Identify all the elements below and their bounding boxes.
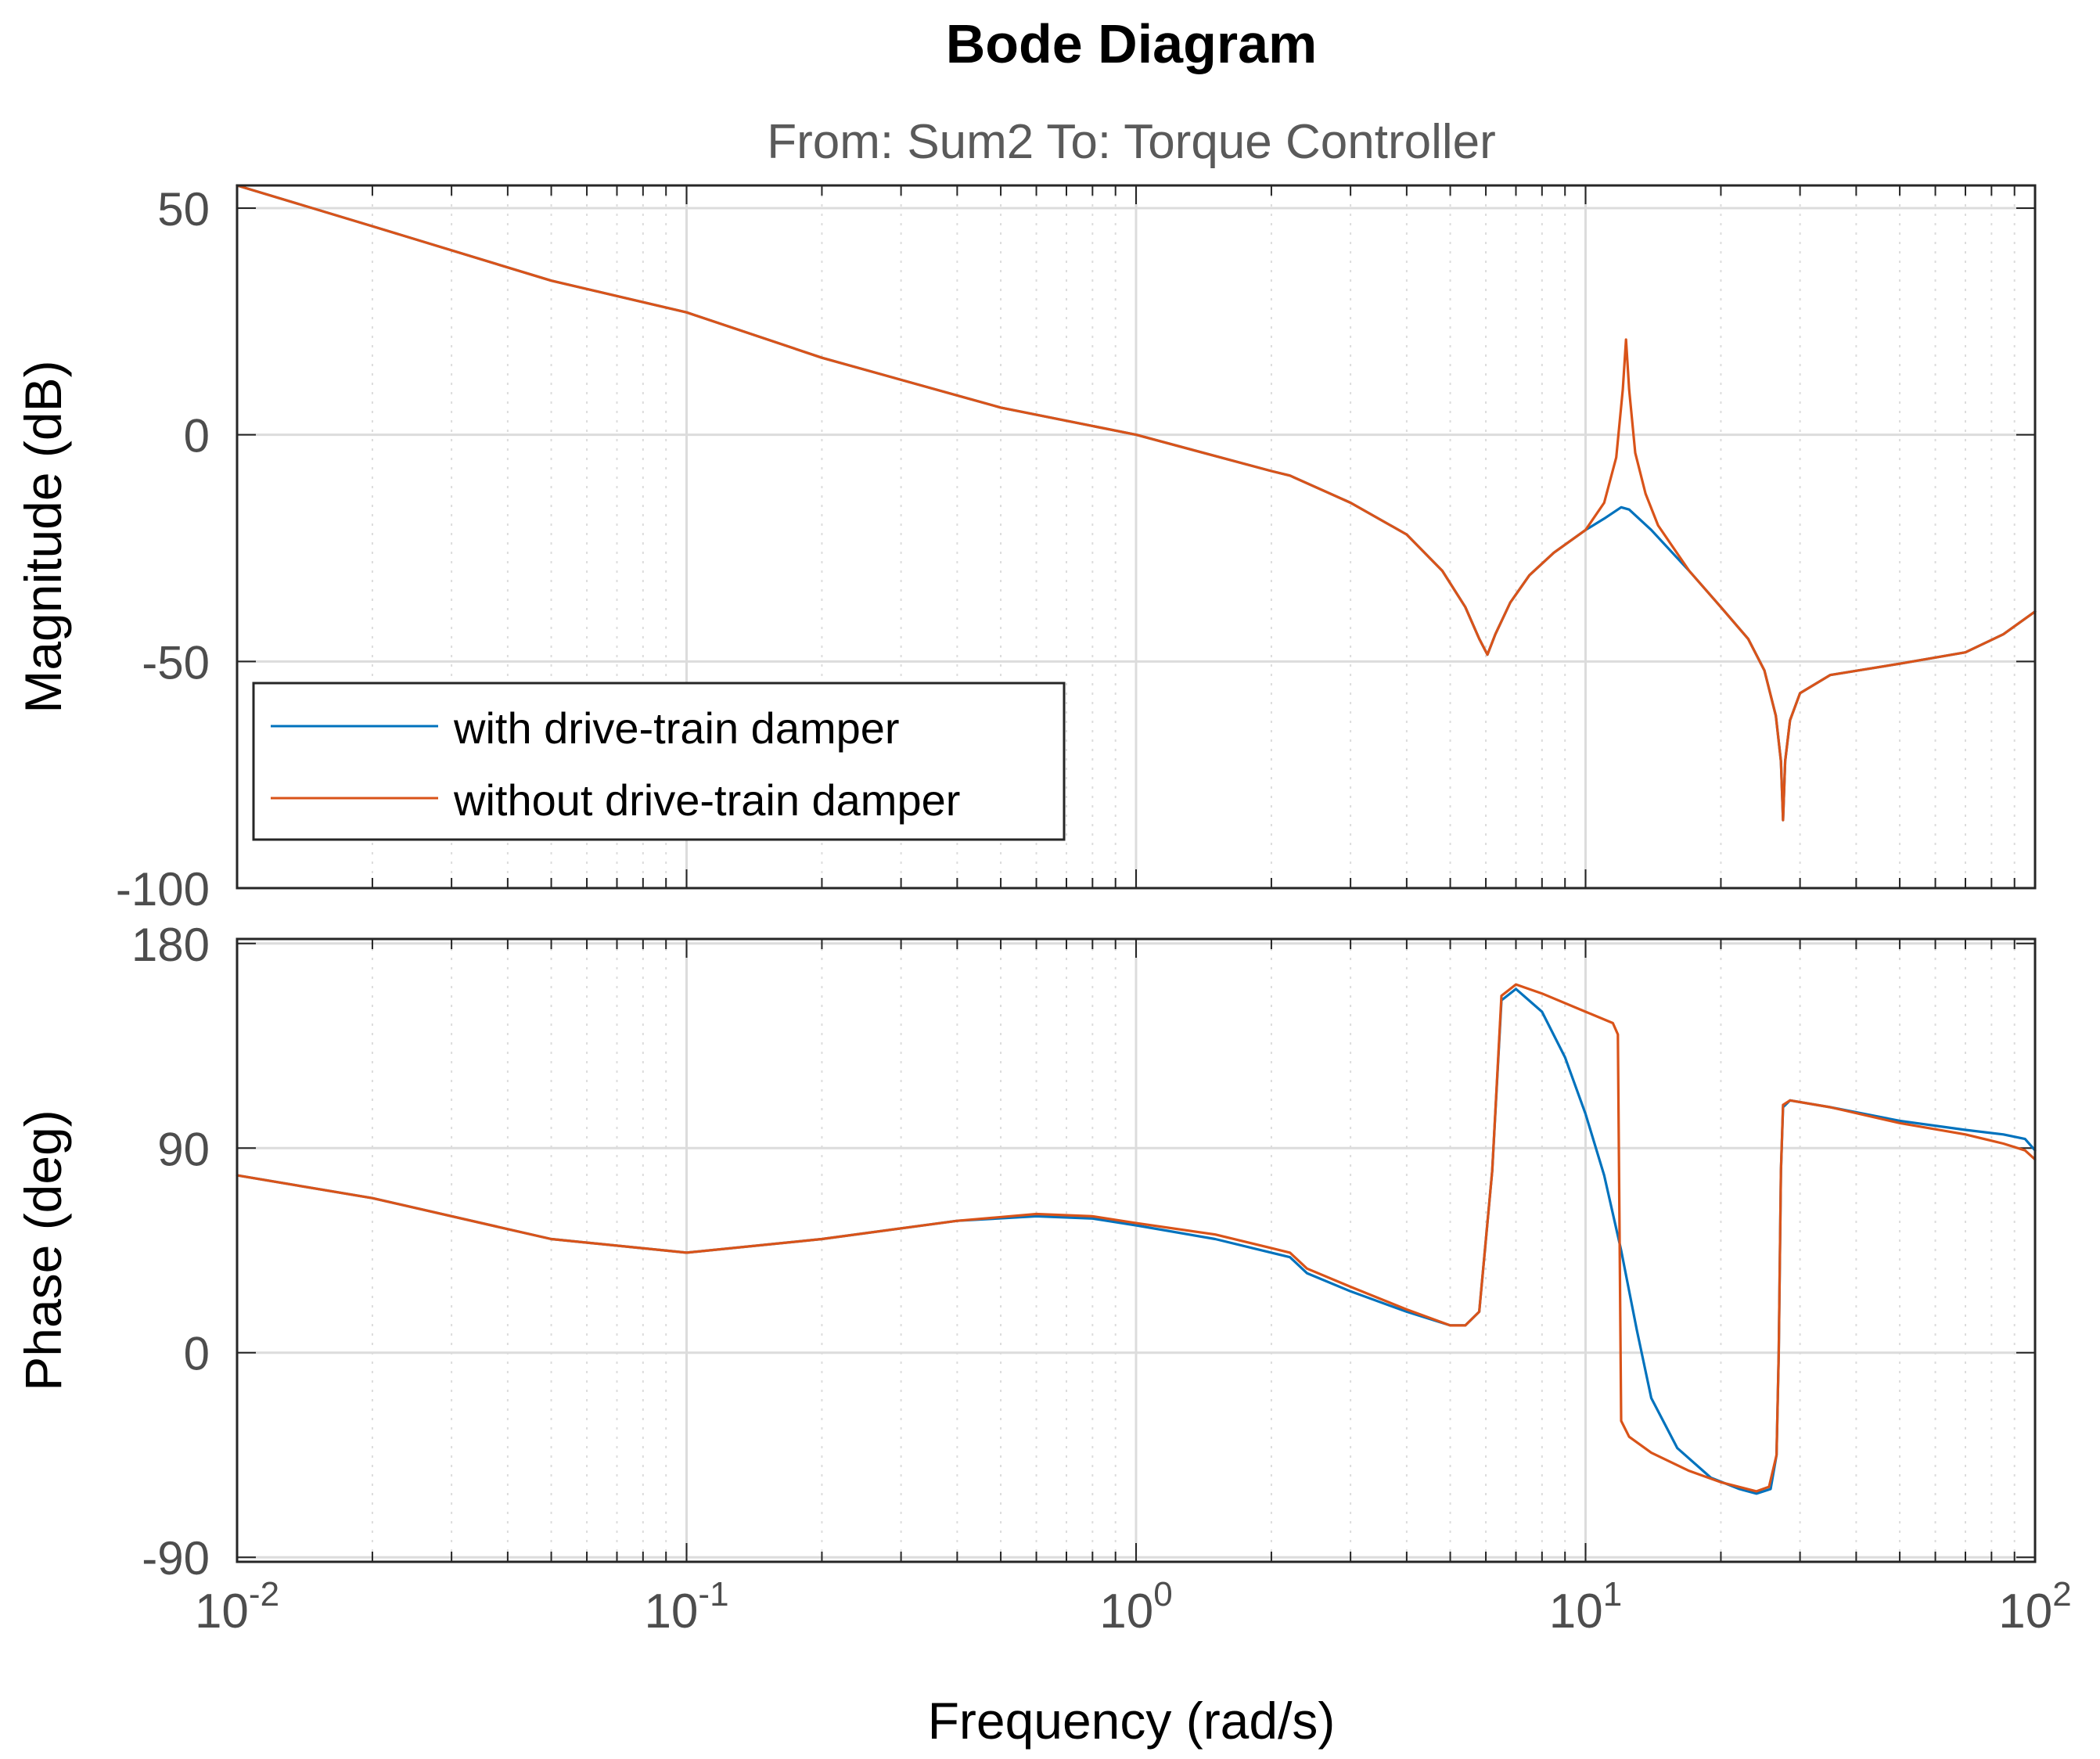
phase-panel: 180 90 0 -90 Phase (deg) <box>14 919 2037 1585</box>
legend-label-with-damper: with drive-train damper <box>453 703 900 753</box>
legend: with drive-train damper without drive-tr… <box>252 682 1066 841</box>
legend-box <box>252 682 1066 841</box>
legend-label-without-damper: without drive-train damper <box>453 775 960 825</box>
x-axis-label: Frequency (rad/s) <box>928 1692 1336 1750</box>
phase-lines <box>236 983 2037 1495</box>
magnitude-series-without-damper <box>236 184 2037 822</box>
x-tick-label: 100 <box>1099 1575 1172 1638</box>
magnitude-axes-box <box>236 184 2037 890</box>
magnitude-ylabel: Magnitude (dB) <box>14 360 72 713</box>
y-tick-label: -90 <box>142 1532 210 1585</box>
x-tick-label: 10-1 <box>644 1575 728 1638</box>
magnitude-lines <box>236 184 2037 822</box>
y-tick-label: 90 <box>157 1123 210 1175</box>
y-tick-label: -100 <box>116 863 210 915</box>
x-tick-label: 102 <box>1998 1575 2071 1638</box>
y-tick-label: 0 <box>184 1328 210 1380</box>
phase-grid <box>236 939 2035 1562</box>
y-tick-label: 0 <box>184 410 210 462</box>
x-tick-label: 10-2 <box>195 1575 279 1638</box>
y-tick-label: -50 <box>142 636 210 689</box>
chart-title: Bode Diagram <box>946 13 1318 74</box>
x-tick-label: 101 <box>1549 1575 1622 1638</box>
x-tick-labels: 10-2 10-1 100 101 102 <box>195 1575 2072 1638</box>
y-tick-label: 50 <box>157 183 210 236</box>
y-tick-label: 180 <box>131 919 210 971</box>
chart-subtitle: From: Sum2 To: Torque Controller <box>767 115 1496 169</box>
phase-axes-box <box>236 937 2037 1563</box>
phase-series-without-damper <box>236 983 2037 1493</box>
phase-ylabel: Phase (deg) <box>14 1110 72 1391</box>
